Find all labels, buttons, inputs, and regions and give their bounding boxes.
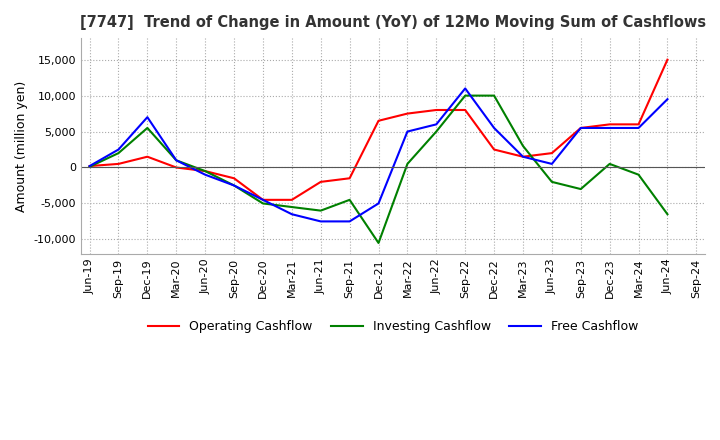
Free Cashflow xyxy=(172,158,181,163)
Title: [7747]  Trend of Change in Amount (YoY) of 12Mo Moving Sum of Cashflows: [7747] Trend of Change in Amount (YoY) o… xyxy=(80,15,706,30)
Investing Cashflow xyxy=(663,212,672,217)
Operating Cashflow xyxy=(230,176,238,181)
Investing Cashflow xyxy=(143,125,152,131)
Operating Cashflow xyxy=(172,165,181,170)
Investing Cashflow xyxy=(634,172,643,177)
Free Cashflow xyxy=(432,122,441,127)
Investing Cashflow xyxy=(490,93,498,98)
Free Cashflow xyxy=(663,96,672,102)
Operating Cashflow xyxy=(577,125,585,131)
Free Cashflow xyxy=(606,125,614,131)
Investing Cashflow xyxy=(85,164,94,169)
Operating Cashflow xyxy=(143,154,152,159)
Free Cashflow xyxy=(374,201,383,206)
Operating Cashflow xyxy=(114,161,123,167)
Line: Free Cashflow: Free Cashflow xyxy=(89,88,667,221)
Investing Cashflow xyxy=(114,150,123,156)
Line: Operating Cashflow: Operating Cashflow xyxy=(89,60,667,200)
Investing Cashflow xyxy=(518,143,527,149)
Free Cashflow xyxy=(114,147,123,152)
Operating Cashflow xyxy=(490,147,498,152)
Free Cashflow xyxy=(403,129,412,134)
Investing Cashflow xyxy=(403,161,412,167)
Operating Cashflow xyxy=(287,197,296,202)
Investing Cashflow xyxy=(316,208,325,213)
Free Cashflow xyxy=(287,212,296,217)
Operating Cashflow xyxy=(634,122,643,127)
Free Cashflow xyxy=(461,86,469,91)
Operating Cashflow xyxy=(518,154,527,159)
Free Cashflow xyxy=(490,125,498,131)
Free Cashflow xyxy=(230,183,238,188)
Free Cashflow xyxy=(577,125,585,131)
Investing Cashflow xyxy=(258,201,267,206)
Operating Cashflow xyxy=(547,150,556,156)
Investing Cashflow xyxy=(201,169,210,174)
Free Cashflow xyxy=(518,154,527,159)
Free Cashflow xyxy=(143,114,152,120)
Investing Cashflow xyxy=(577,187,585,192)
Operating Cashflow xyxy=(432,107,441,113)
Free Cashflow xyxy=(346,219,354,224)
Free Cashflow xyxy=(85,163,94,169)
Investing Cashflow xyxy=(287,205,296,210)
Operating Cashflow xyxy=(316,179,325,184)
Investing Cashflow xyxy=(432,129,441,134)
Investing Cashflow xyxy=(230,183,238,188)
Investing Cashflow xyxy=(606,161,614,167)
Free Cashflow xyxy=(634,125,643,131)
Operating Cashflow xyxy=(85,163,94,169)
Investing Cashflow xyxy=(547,179,556,184)
Operating Cashflow xyxy=(258,197,267,202)
Investing Cashflow xyxy=(374,240,383,246)
Free Cashflow xyxy=(547,161,556,167)
Free Cashflow xyxy=(316,219,325,224)
Free Cashflow xyxy=(201,172,210,177)
Operating Cashflow xyxy=(346,176,354,181)
Operating Cashflow xyxy=(201,169,210,174)
Free Cashflow xyxy=(258,197,267,202)
Operating Cashflow xyxy=(663,57,672,62)
Legend: Operating Cashflow, Investing Cashflow, Free Cashflow: Operating Cashflow, Investing Cashflow, … xyxy=(143,315,643,338)
Investing Cashflow xyxy=(172,158,181,163)
Operating Cashflow xyxy=(606,122,614,127)
Investing Cashflow xyxy=(346,197,354,202)
Operating Cashflow xyxy=(461,107,469,113)
Line: Investing Cashflow: Investing Cashflow xyxy=(89,95,667,243)
Investing Cashflow xyxy=(461,93,469,98)
Operating Cashflow xyxy=(403,111,412,116)
Operating Cashflow xyxy=(374,118,383,123)
Y-axis label: Amount (million yen): Amount (million yen) xyxy=(15,81,28,212)
